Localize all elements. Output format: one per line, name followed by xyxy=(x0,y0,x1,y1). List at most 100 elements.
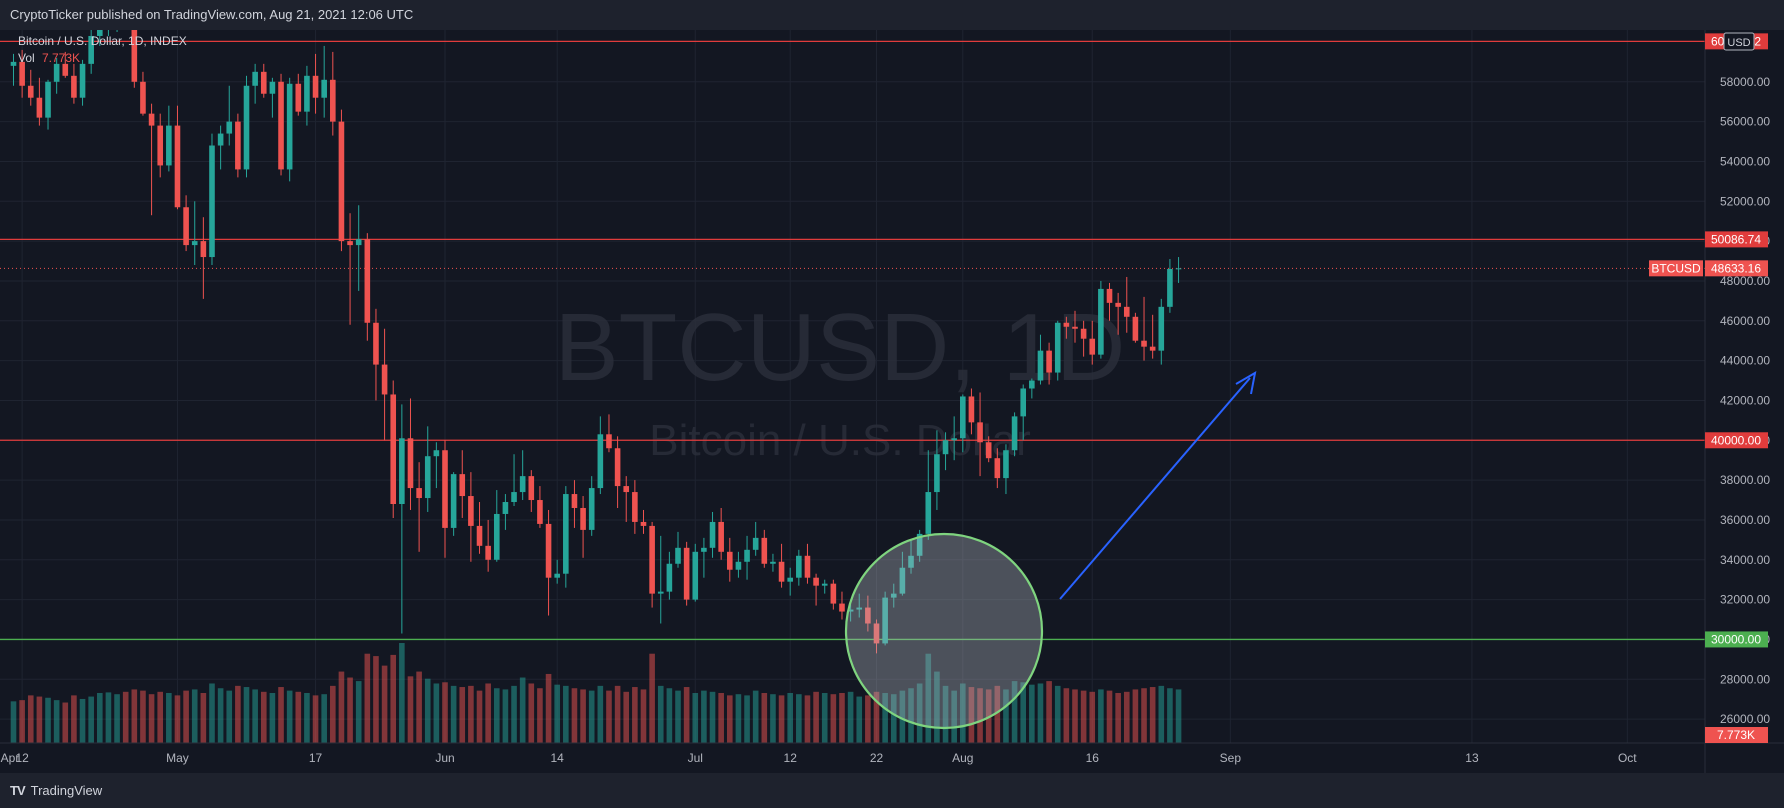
candle-body xyxy=(640,521,647,526)
volume-bar xyxy=(813,691,819,743)
level-tag-box xyxy=(1705,631,1768,648)
price-tick-label: 54000.00 xyxy=(1720,154,1770,168)
candle-body xyxy=(1054,322,1061,373)
volume-bar xyxy=(614,685,621,743)
publisher-bar: CryptoTicker published on TradingView.co… xyxy=(0,0,1784,30)
volume-bar xyxy=(459,687,466,743)
candle-body xyxy=(796,555,802,578)
time-axis[interactable]: Apr12May17Jun14Jul1222Aug16Sep13Oct11 xyxy=(1,751,1784,765)
volume-bar xyxy=(243,687,250,743)
volume-bar xyxy=(519,677,526,743)
price-tick-label: 58000.00 xyxy=(1720,75,1770,89)
price-axis[interactable]: 26000.0028000.0030000.0032000.0034000.00… xyxy=(1720,75,1770,726)
candle-body xyxy=(278,81,284,170)
volume-bar xyxy=(692,693,699,743)
price-tick-label: 46000.00 xyxy=(1720,314,1770,328)
volume-bar xyxy=(511,685,517,743)
candle-body xyxy=(424,456,431,499)
volume-bar xyxy=(1115,693,1121,743)
candle-body xyxy=(1072,326,1078,329)
candle-body xyxy=(10,61,17,66)
candle-body xyxy=(960,396,966,439)
candle-body xyxy=(19,61,25,86)
candle-body xyxy=(563,494,569,574)
candle-body xyxy=(890,593,897,598)
currency-badge-box xyxy=(1723,32,1755,51)
price-tick-label: 26000.00 xyxy=(1720,712,1770,726)
candle-body xyxy=(770,561,776,564)
volume-bar xyxy=(312,695,319,743)
candle-body xyxy=(977,422,983,443)
volume-bar xyxy=(925,653,932,743)
volume-bar xyxy=(994,685,1001,743)
candle-body xyxy=(916,533,923,556)
symbol-tag-box xyxy=(1649,260,1703,277)
price-axis-background xyxy=(1705,30,1784,773)
candle-body xyxy=(623,486,630,493)
footer-brand[interactable]: TradingView xyxy=(30,783,103,798)
time-tick-label: 22 xyxy=(870,751,884,765)
candle-body xyxy=(821,583,828,586)
candle-body xyxy=(1037,350,1044,381)
time-tick-label: 17 xyxy=(309,751,323,765)
candle-body xyxy=(364,239,371,323)
volume-bar xyxy=(597,685,604,743)
volume-bar xyxy=(1003,689,1009,743)
volume-bar xyxy=(53,700,60,743)
candle-body xyxy=(217,133,224,146)
candle-body xyxy=(675,547,681,564)
volume-bar xyxy=(899,690,906,743)
candle-body xyxy=(847,609,854,612)
candle-body xyxy=(226,121,233,134)
candle-body xyxy=(1020,388,1027,417)
volume-bar xyxy=(321,694,327,743)
candle-body xyxy=(1063,322,1070,327)
candle-body xyxy=(554,573,560,578)
candle-body xyxy=(131,30,138,82)
price-tag-label: 48633.16 xyxy=(1711,261,1761,275)
volume-bar xyxy=(1011,681,1018,743)
volume-bar xyxy=(1054,685,1061,743)
volume-bar xyxy=(640,689,647,743)
legend-vol-value: 7.773K xyxy=(42,51,80,65)
volume-bar xyxy=(632,687,638,743)
volume-bar xyxy=(493,688,500,743)
volume-bar xyxy=(278,687,284,743)
volume-bar xyxy=(407,676,414,743)
candlestick-chart[interactable]: BTCUSD, 1D Bitcoin / U.S. Dollar 26000.0… xyxy=(0,30,1784,773)
candle-body xyxy=(761,537,768,564)
currency-badge[interactable]: USD xyxy=(1723,32,1755,51)
candle-body xyxy=(174,125,181,208)
volume-bar xyxy=(675,690,681,743)
level-lines xyxy=(0,40,1705,641)
candle-body xyxy=(804,555,811,578)
volume-bar xyxy=(140,690,146,743)
symbol-tag-label: BTCUSD xyxy=(1651,261,1701,275)
time-tick-label: 13 xyxy=(1465,751,1479,765)
candle-body xyxy=(1158,306,1165,351)
volume-bar xyxy=(951,690,957,743)
volume-bar xyxy=(97,693,103,743)
volume-tag-box xyxy=(1705,727,1768,743)
volume-bar xyxy=(381,665,388,743)
volume-bar xyxy=(537,688,543,743)
candle-body xyxy=(269,81,276,94)
volume-bar xyxy=(770,694,776,743)
candle-body xyxy=(985,442,992,459)
legend-title: Bitcoin / U.S. Dollar, 1D, INDEX xyxy=(18,34,187,48)
volume-bar xyxy=(804,695,811,743)
volume-bar xyxy=(476,690,483,743)
price-tick-label: 48000.00 xyxy=(1720,274,1770,288)
volume-tag-label: 7.773K xyxy=(1717,728,1755,742)
publisher-line: CryptoTicker published on TradingView.co… xyxy=(10,7,414,22)
candles[interactable] xyxy=(10,30,1182,654)
candle-body xyxy=(994,458,1001,479)
candle-body xyxy=(744,549,750,562)
candle-body xyxy=(390,394,397,505)
volume-bar xyxy=(839,693,845,743)
candle-body xyxy=(752,537,759,550)
volume-bar xyxy=(269,693,276,743)
candle-body xyxy=(476,525,483,546)
volume-bar xyxy=(830,694,837,743)
volume-bar xyxy=(1132,689,1139,743)
